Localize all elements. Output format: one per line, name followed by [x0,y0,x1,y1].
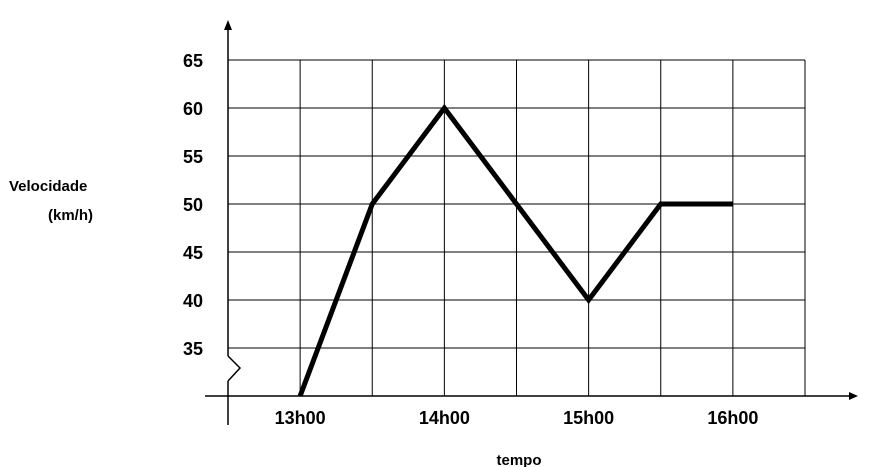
y-tick-label: 40 [183,291,203,311]
y-tick-label: 65 [183,51,203,71]
y-tick-label: 60 [183,99,203,119]
x-tick-label: 16h00 [707,408,758,428]
x-tick-label: 15h00 [563,408,614,428]
grid [228,59,806,396]
tick-labels: 35 40 45 50 55 60 65 13h00 14h00 15h00 16h00 [183,51,758,428]
y-axis-title-line2: (km/h) [48,207,93,224]
x-axis-title: tempo [497,452,542,467]
series-layer [297,103,733,397]
y-axis-break [227,355,242,382]
y-axis-title-line1: Velocidade [9,178,87,195]
y-tick-label: 55 [183,147,203,167]
y-tick-label: 45 [183,243,203,263]
y-tick-label: 35 [183,339,203,359]
y-axis-arrow [224,20,232,30]
x-axis-arrow [849,392,858,400]
axes [205,20,858,425]
y-tick-label: 50 [183,195,203,215]
x-tick-label: 14h00 [419,408,470,428]
x-tick-label: 13h00 [275,408,326,428]
